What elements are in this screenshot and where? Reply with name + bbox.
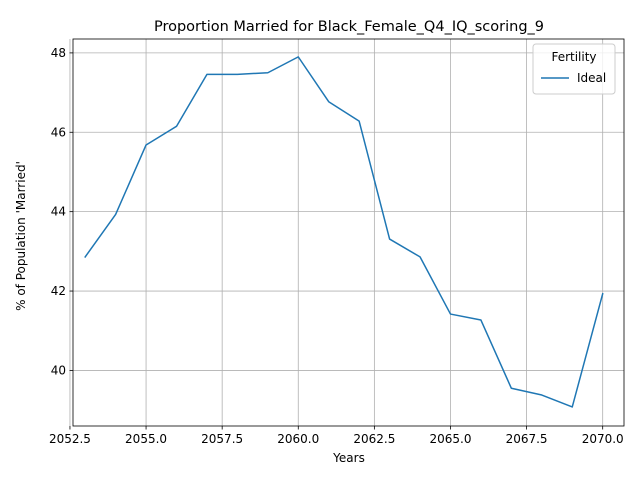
legend-box bbox=[532, 43, 616, 95]
y-tick-label: 48 bbox=[51, 46, 66, 60]
legend-title: Fertility bbox=[551, 50, 596, 64]
y-axis: 40 42 44 46 48 bbox=[51, 46, 73, 377]
x-tick-label: 2052.5 bbox=[49, 432, 91, 446]
x-tick-label: 2055.0 bbox=[125, 432, 167, 446]
legend[interactable]: Fertility Ideal bbox=[532, 43, 616, 95]
x-tick-label: 2067.5 bbox=[506, 432, 548, 446]
y-tick-label: 42 bbox=[51, 284, 66, 298]
x-tick-label: 2057.5 bbox=[201, 432, 243, 446]
y-axis-label: % of Population 'Married' bbox=[14, 161, 28, 311]
x-tick-label: 2060.0 bbox=[277, 432, 319, 446]
y-tick-label: 46 bbox=[51, 125, 66, 139]
series-layer bbox=[84, 56, 604, 408]
x-tick-label: 2062.5 bbox=[353, 432, 395, 446]
x-tick-label: 2065.0 bbox=[429, 432, 471, 446]
x-axis: 2052.5 2055.0 2057.5 2060.0 2062.5 2065.0 2067… bbox=[49, 426, 624, 446]
grid bbox=[69, 39, 624, 426]
legend-label-ideal: Ideal bbox=[577, 71, 606, 85]
x-axis-label: Years bbox=[332, 451, 365, 465]
y-tick-label: 40 bbox=[51, 363, 66, 377]
plot-frame bbox=[72, 38, 625, 427]
chart-title: Proportion Married for Black_Female_Q4_I… bbox=[154, 19, 544, 35]
series-line-ideal bbox=[84, 56, 604, 408]
x-tick-label: 2070.0 bbox=[582, 432, 624, 446]
y-tick-label: 44 bbox=[51, 205, 66, 219]
